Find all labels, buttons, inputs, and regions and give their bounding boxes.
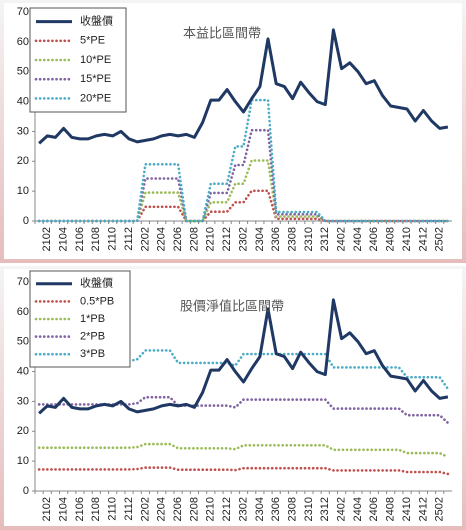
x-tick-label: 2304 — [254, 497, 266, 521]
x-tick-label: 2104 — [58, 497, 70, 521]
x-tick-label: 2502 — [434, 227, 446, 251]
y-tick-label: 30 — [17, 125, 29, 137]
x-tick-label: 2402 — [336, 497, 348, 521]
x-tick-label: 2406 — [368, 227, 380, 251]
x-tick-label: 2310 — [303, 497, 315, 521]
legend — [29, 270, 131, 368]
x-tick-label: 2308 — [286, 227, 298, 251]
legend-label: 2*PB — [80, 331, 105, 343]
y-tick-label: 10 — [17, 185, 29, 197]
x-tick-label: 2204 — [156, 227, 168, 251]
y-tick-label: 60 — [17, 36, 29, 48]
y-tick-label: 50 — [17, 66, 29, 78]
x-tick-label: 2402 — [336, 227, 348, 251]
x-tick-label: 2110 — [107, 497, 119, 521]
y-tick-label: 30 — [17, 395, 29, 407]
series-line — [38, 298, 449, 415]
legend-label: 15*PE — [80, 73, 111, 85]
x-tick-label: 2210 — [205, 227, 217, 251]
legend-label: 20*PE — [80, 92, 111, 104]
series-line — [37, 349, 450, 391]
series-line — [38, 28, 449, 145]
x-tick-label: 2210 — [205, 497, 217, 521]
series-line — [37, 466, 450, 476]
x-tick-label: 2108 — [90, 227, 102, 251]
y-tick-label: 10 — [17, 455, 29, 467]
x-tick-label: 2310 — [303, 227, 315, 251]
x-tick-label: 2410 — [401, 227, 413, 251]
y-tick-label: 70 — [17, 6, 29, 18]
x-tick-label: 2208 — [188, 227, 200, 251]
x-tick-label: 2408 — [385, 227, 397, 251]
series-line — [37, 442, 450, 459]
x-tick-label: 2106 — [74, 227, 86, 251]
x-tick-label: 2312 — [319, 227, 331, 251]
series-line — [37, 159, 450, 223]
y-tick-label: 0 — [23, 215, 29, 227]
x-tick-label: 2102 — [41, 497, 53, 521]
x-tick-label: 2306 — [270, 227, 282, 251]
x-tick-label: 2412 — [417, 227, 429, 251]
x-tick-label: 2306 — [270, 497, 282, 521]
x-tick-label: 2212 — [221, 227, 233, 251]
x-tick-label: 2304 — [254, 227, 266, 251]
x-tick-label: 2212 — [221, 497, 233, 521]
x-tick-label: 2404 — [352, 227, 364, 251]
legend-label: 收盤價 — [80, 14, 113, 28]
x-tick-label: 2202 — [139, 227, 151, 251]
x-tick-label: 2404 — [352, 497, 364, 521]
series-line — [37, 395, 450, 425]
legend-label: 收盤價 — [80, 276, 113, 290]
y-tick-label: 0 — [23, 485, 29, 497]
series-line — [37, 189, 450, 223]
y-tick-label: 20 — [17, 155, 29, 167]
x-tick-label: 2104 — [58, 227, 70, 251]
x-tick-label: 2302 — [237, 497, 249, 521]
series-line — [37, 128, 450, 223]
chart-title: 本益比區間帶 — [183, 25, 261, 40]
y-tick-label: 60 — [17, 306, 29, 318]
legend-label: 5*PE — [80, 35, 105, 47]
legend — [29, 7, 127, 113]
x-tick-label: 2406 — [368, 497, 380, 521]
x-tick-label: 2312 — [319, 497, 331, 521]
x-tick-label: 2410 — [401, 497, 413, 521]
x-tick-label: 2112 — [123, 227, 135, 251]
x-tick-label: 2308 — [286, 497, 298, 521]
x-tick-label: 2208 — [188, 497, 200, 521]
y-tick-label: 40 — [17, 95, 29, 107]
y-tick-label: 20 — [17, 425, 29, 437]
legend-label: 10*PE — [80, 54, 111, 66]
y-tick-label: 50 — [17, 336, 29, 348]
legend-label: 1*PB — [80, 313, 105, 325]
y-tick-label: 70 — [17, 276, 29, 288]
x-tick-label: 2106 — [74, 497, 86, 521]
x-tick-label: 2206 — [172, 497, 184, 521]
x-tick-label: 2204 — [156, 497, 168, 521]
legend-label: 3*PB — [80, 348, 105, 360]
x-tick-label: 2302 — [237, 227, 249, 251]
legend-label: 0.5*PB — [80, 295, 114, 307]
x-tick-label: 2412 — [417, 497, 429, 521]
x-tick-label: 2408 — [385, 497, 397, 521]
x-tick-label: 2108 — [90, 497, 102, 521]
x-tick-label: 2110 — [107, 227, 119, 251]
x-tick-label: 2502 — [434, 497, 446, 521]
x-tick-label: 2202 — [139, 497, 151, 521]
chart-title: 股價淨值比區間帶 — [180, 298, 284, 313]
y-tick-label: 40 — [17, 365, 29, 377]
x-tick-label: 2206 — [172, 227, 184, 251]
x-tick-label: 2102 — [41, 227, 53, 251]
x-tick-label: 2112 — [123, 497, 135, 521]
